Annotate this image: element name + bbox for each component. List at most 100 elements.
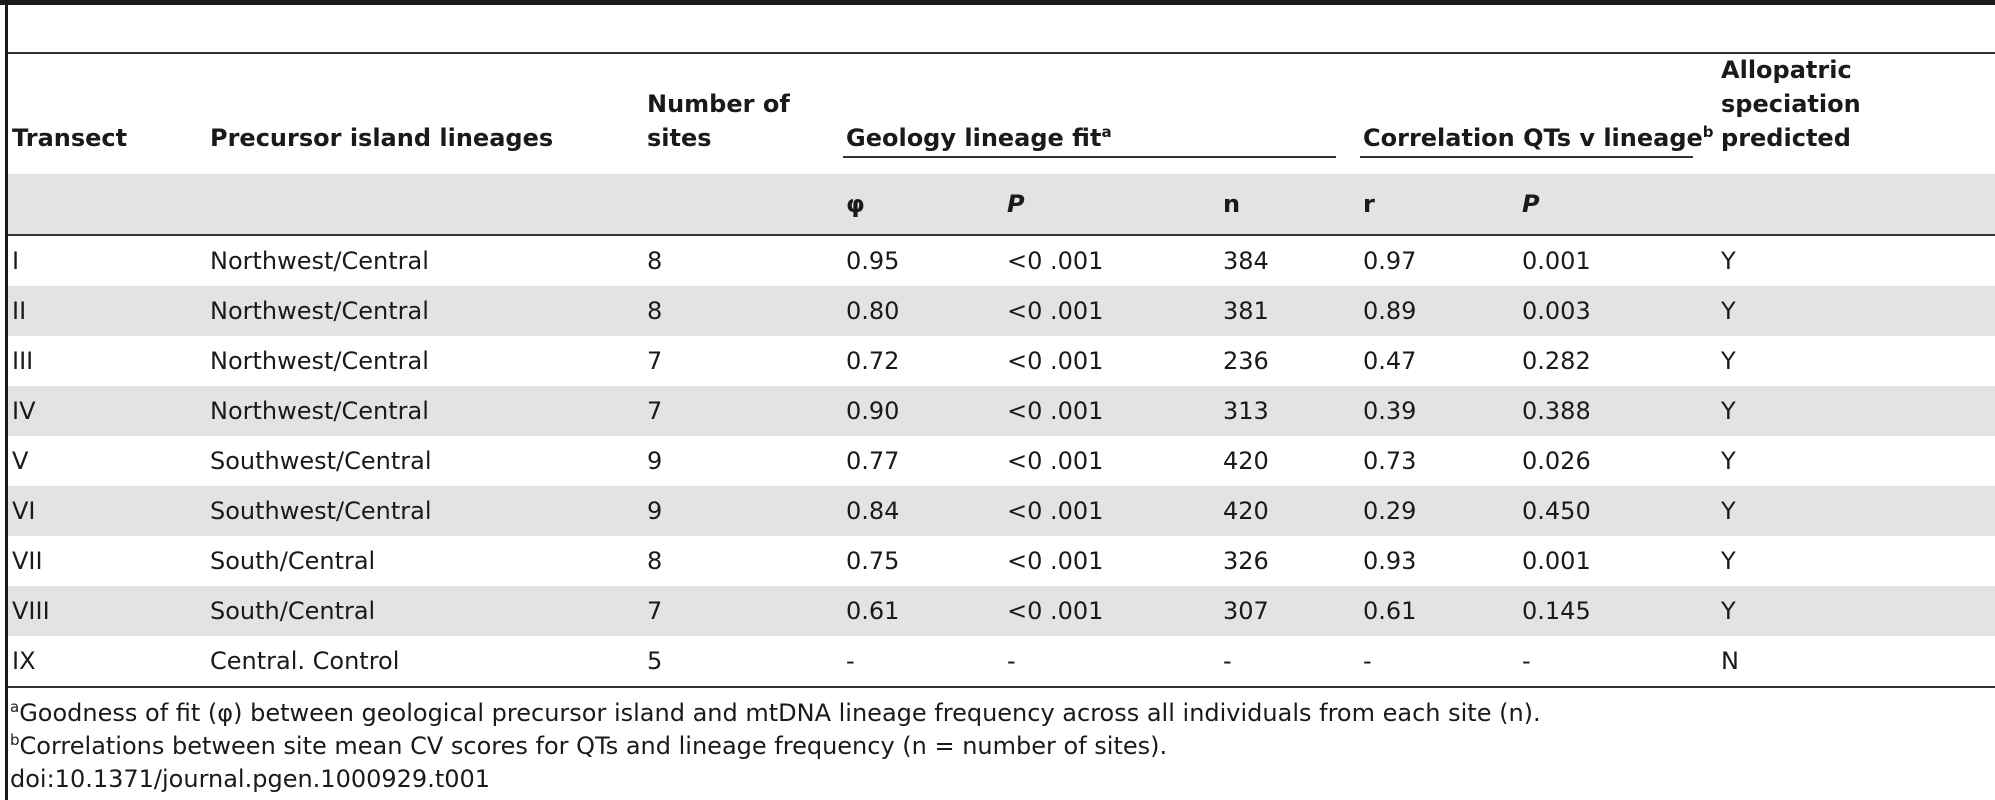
cell-r: 0.39	[1359, 386, 1518, 436]
table-row: IV Northwest/Central 7 0.90 <0 .001 313 0.39 0.…	[8, 386, 1995, 436]
header-correlation-label: Correlation QTs v lineage	[1363, 124, 1703, 152]
cell-allopatric: Y	[1721, 447, 1736, 475]
cell-phi: 0.61	[842, 586, 1003, 636]
footnote-marker-a: a	[1101, 123, 1112, 141]
subheader-n: n	[1219, 174, 1359, 236]
cell-precursor: Southwest/Central	[206, 486, 643, 536]
cell-phi: -	[842, 636, 1003, 688]
cell-p2: 0.145	[1518, 586, 1718, 636]
table-row: IX Central. Control 5- - - - - N	[8, 636, 1995, 688]
cell-p2: 0.003	[1518, 286, 1718, 336]
cell-p2: 0.388	[1518, 386, 1718, 436]
cell-transect: VIII	[8, 586, 206, 636]
cell-p2: 0.001	[1522, 247, 1591, 275]
subheader-p-correlation: P	[1518, 174, 1718, 236]
cell-allopatric: Y	[1721, 247, 1736, 275]
footnotes: aGoodness of fit (φ) between geological …	[10, 697, 1541, 796]
cell-r: 0.29	[1359, 486, 1518, 536]
cell-p1: <0 .001	[1003, 286, 1219, 336]
subheader-empty-3	[643, 174, 842, 236]
cell-n: 326	[1223, 547, 1269, 575]
header-row: Transect Precursor island lineages Numbe…	[8, 52, 1995, 174]
correlation-group-underline	[1360, 156, 1693, 158]
header-allopatric: Allopatric speciation predicted	[1721, 56, 1861, 152]
table-top-rule	[8, 52, 1995, 54]
cell-sites: 8	[647, 247, 663, 275]
cell-p2: 0.001	[1522, 547, 1591, 575]
cell-transect: I	[12, 247, 20, 275]
cell-p2: 0.026	[1522, 447, 1591, 475]
cell-sites: 9	[643, 486, 842, 536]
table-row: VII South/Central 8 0.75 <0 .001 326 0.93 0.001…	[8, 536, 1995, 586]
cell-sites: 7	[643, 386, 842, 436]
cell-transect: III	[12, 347, 34, 375]
cell-transect: VI	[8, 486, 206, 536]
cell-p1: <0 .001	[1003, 386, 1219, 436]
geology-group-underline	[843, 156, 1336, 158]
cell-precursor: Southwest/Central	[210, 447, 432, 475]
cell-n: 313	[1219, 386, 1359, 436]
footnote-marker-b: b	[1702, 123, 1714, 141]
cell-transect: VII	[12, 547, 43, 575]
cell-p2: 0.282	[1522, 347, 1591, 375]
cell-phi: 0.77	[846, 447, 900, 475]
cell-n: 420	[1219, 486, 1359, 536]
cell-allopatric: Y	[1717, 586, 1995, 636]
cell-r: 0.93	[1363, 547, 1417, 575]
cell-sites: 8	[643, 286, 842, 336]
cell-phi: 0.95	[846, 247, 900, 275]
cell-allopatric: N	[1717, 636, 1995, 688]
subheader-row: φ P n r P	[8, 174, 1995, 236]
cell-sites: 5	[643, 636, 842, 688]
cell-phi: 0.72	[846, 347, 900, 375]
header-transect: Transect	[12, 124, 128, 152]
doi-link[interactable]: doi:10.1371/journal.pgen.1000929.t001	[10, 765, 491, 793]
footnote-a: aGoodness of fit (φ) between geological …	[10, 697, 1541, 730]
subheader-p-geology: P	[1003, 174, 1219, 236]
cell-p1: <0 .001	[1007, 347, 1104, 375]
cell-p2: 0.450	[1518, 486, 1718, 536]
cell-precursor: South/Central	[210, 547, 376, 575]
subheader-empty-9	[1717, 174, 1995, 236]
cell-sites: 8	[647, 547, 663, 575]
cell-precursor: Northwest/Central	[210, 347, 429, 375]
table-body: I Northwest/Central 8 0.95 <0 .001 384 0.97 0.0…	[8, 235, 1995, 688]
cell-p1: -	[1003, 636, 1219, 688]
cell-n: 381	[1219, 286, 1359, 336]
cell-n: 384	[1223, 247, 1269, 275]
table-row: III Northwest/Central 7 0.72 <0 .001 236 0.47 0…	[8, 336, 1995, 386]
subheader-empty-1	[8, 174, 206, 236]
cell-allopatric: Y	[1717, 386, 1995, 436]
cell-precursor: South/Central	[206, 586, 643, 636]
subheader-phi: φ	[842, 174, 1003, 236]
cell-n: 420	[1223, 447, 1269, 475]
cell-phi: 0.80	[842, 286, 1003, 336]
subheader-empty-2	[206, 174, 643, 236]
table-row: I Northwest/Central 8 0.95 <0 .001 384 0.97 0.0…	[8, 235, 1995, 286]
data-table: Transect Precursor island lineages Numbe…	[8, 52, 1995, 688]
cell-r: 0.97	[1363, 247, 1417, 275]
header-precursor: Precursor island lineages	[210, 124, 554, 152]
cell-phi: 0.84	[842, 486, 1003, 536]
cell-r: 0.73	[1363, 447, 1417, 475]
table-row: II Northwest/Central 8 0.80 <0 .001 381 0.89 0.…	[8, 286, 1995, 336]
cell-allopatric: Y	[1717, 486, 1995, 536]
cell-p1: <0 .001	[1003, 486, 1219, 536]
cell-r: 0.61	[1359, 586, 1518, 636]
header-geology-label: Geology lineage fit	[846, 124, 1102, 152]
cell-p1: <0 .001	[1007, 247, 1104, 275]
cell-r: 0.89	[1359, 286, 1518, 336]
cell-transect: IX	[8, 636, 206, 688]
cell-n: 307	[1219, 586, 1359, 636]
cell-precursor: Northwest/Central	[206, 286, 643, 336]
header-geology-group: Geology lineage fita	[842, 52, 1359, 174]
cell-sites: 7	[647, 347, 663, 375]
footnote-a-mark: a	[10, 698, 20, 716]
top-border	[0, 0, 1995, 5]
cell-n: 236	[1223, 347, 1269, 375]
cell-allopatric: Y	[1721, 347, 1736, 375]
cell-p2: -	[1518, 636, 1718, 688]
cell-phi: 0.75	[846, 547, 900, 575]
left-border	[5, 0, 8, 800]
cell-sites: 7	[643, 586, 842, 636]
